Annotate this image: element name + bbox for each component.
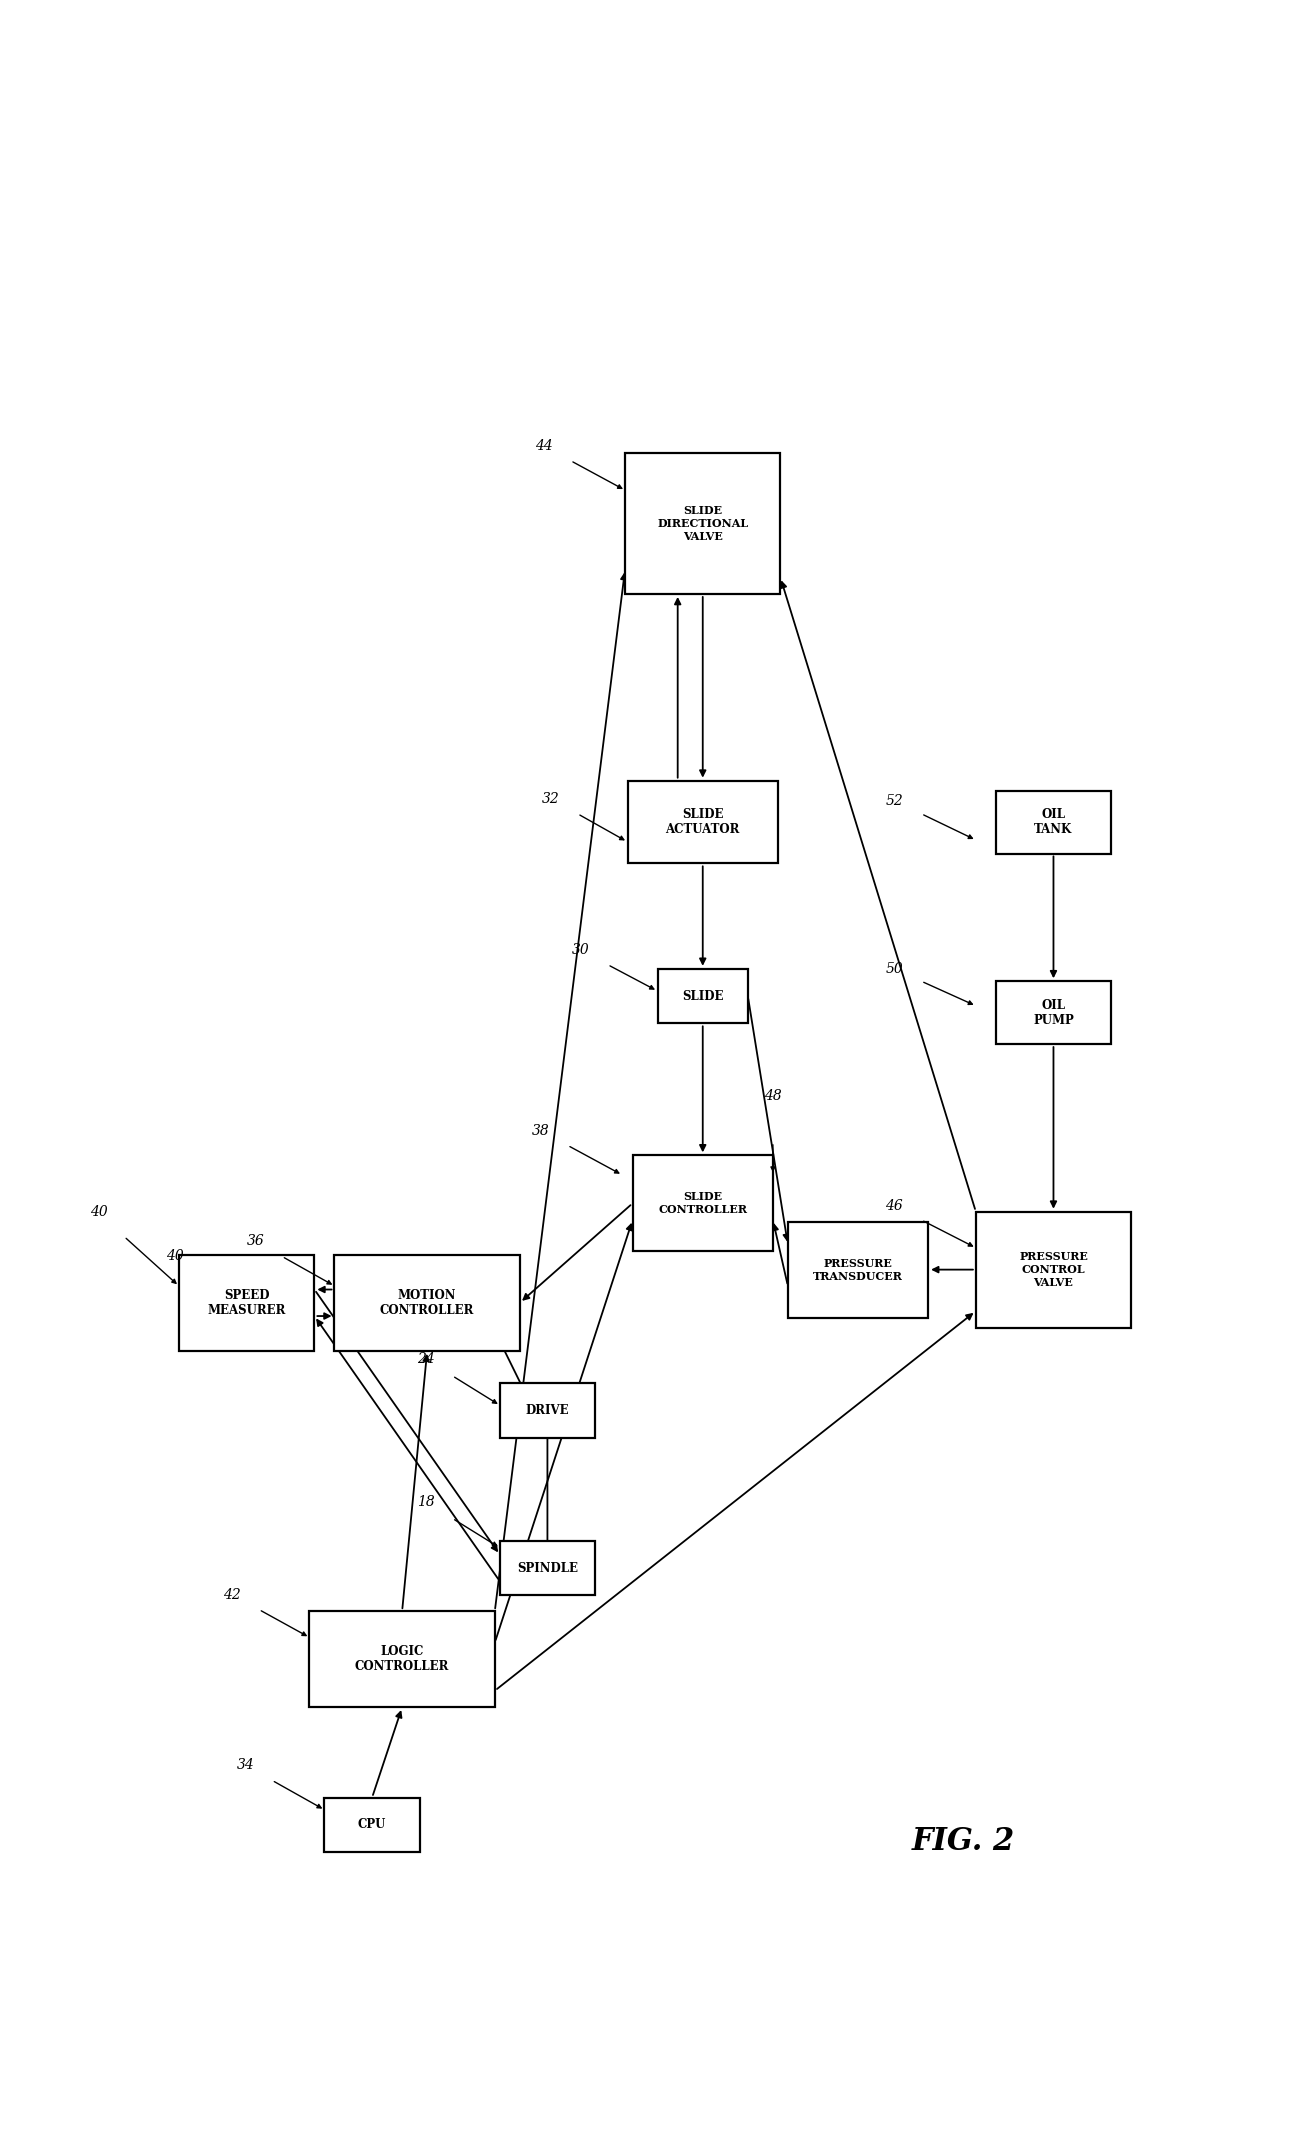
Bar xyxy=(976,1212,1131,1328)
Text: 18: 18 xyxy=(418,1494,434,1509)
Text: 30: 30 xyxy=(572,943,590,958)
Bar xyxy=(627,782,778,863)
Bar xyxy=(658,969,747,1023)
Text: FIG. 2: FIG. 2 xyxy=(912,1826,1015,1858)
Text: SPEED
MEASURER: SPEED MEASURER xyxy=(208,1290,286,1318)
Text: 40: 40 xyxy=(166,1249,184,1264)
Bar xyxy=(335,1255,520,1350)
Text: 44: 44 xyxy=(535,439,552,452)
Bar xyxy=(996,790,1111,853)
Text: CPU: CPU xyxy=(358,1819,387,1832)
Text: 24: 24 xyxy=(418,1352,434,1367)
Text: 50: 50 xyxy=(886,962,903,975)
Text: PRESSURE
CONTROL
VALVE: PRESSURE CONTROL VALVE xyxy=(1019,1251,1087,1287)
Text: SPINDLE: SPINDLE xyxy=(517,1561,578,1574)
Text: LOGIC
CONTROLLER: LOGIC CONTROLLER xyxy=(356,1645,449,1673)
Bar xyxy=(625,452,781,594)
Text: 42: 42 xyxy=(224,1587,240,1602)
Text: 46: 46 xyxy=(886,1199,904,1212)
Bar xyxy=(632,1156,773,1251)
Text: SLIDE
CONTROLLER: SLIDE CONTROLLER xyxy=(658,1191,747,1214)
Text: MOTION
CONTROLLER: MOTION CONTROLLER xyxy=(380,1290,475,1318)
Text: OIL
PUMP: OIL PUMP xyxy=(1033,999,1074,1027)
Text: 40: 40 xyxy=(91,1204,107,1219)
Text: 52: 52 xyxy=(886,794,903,807)
Bar xyxy=(500,1382,595,1438)
Text: 38: 38 xyxy=(531,1124,550,1137)
Text: DRIVE: DRIVE xyxy=(526,1404,569,1417)
Text: 34: 34 xyxy=(237,1759,255,1772)
Text: OIL
TANK: OIL TANK xyxy=(1034,807,1073,835)
Bar xyxy=(180,1255,314,1350)
Bar xyxy=(996,982,1111,1044)
Text: SLIDE
DIRECTIONAL
VALVE: SLIDE DIRECTIONAL VALVE xyxy=(657,506,749,543)
Text: SLIDE
ACTUATOR: SLIDE ACTUATOR xyxy=(666,807,740,835)
Bar xyxy=(787,1221,928,1318)
Text: 48: 48 xyxy=(764,1089,782,1102)
Text: PRESSURE
TRANSDUCER: PRESSURE TRANSDUCER xyxy=(813,1257,903,1281)
Bar xyxy=(309,1610,495,1707)
Text: SLIDE: SLIDE xyxy=(681,990,724,1003)
Bar xyxy=(500,1542,595,1595)
Bar xyxy=(325,1798,420,1852)
Text: 36: 36 xyxy=(247,1234,264,1249)
Text: 32: 32 xyxy=(542,792,560,805)
